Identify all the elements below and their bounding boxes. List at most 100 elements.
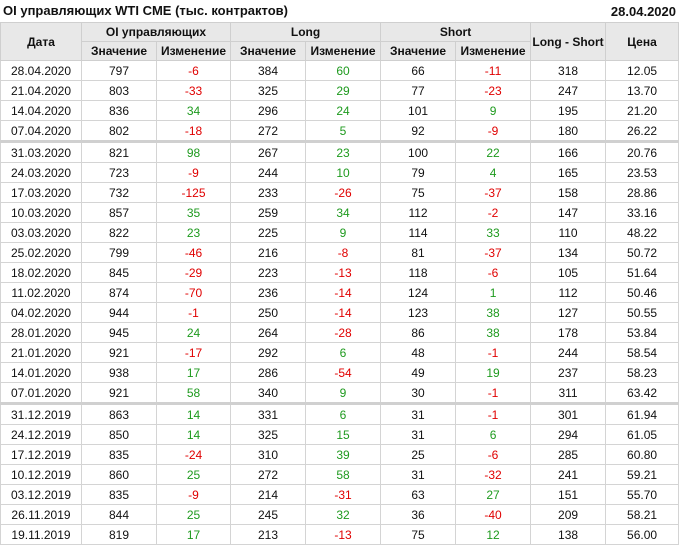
table-cell: 237	[530, 362, 607, 383]
table-cell: 51.64	[605, 262, 680, 283]
table-cell: 10.12.2019	[0, 464, 82, 485]
table-cell: 292	[230, 342, 307, 363]
table-cell: 07.01.2020	[0, 382, 82, 404]
table-cell: 50.46	[605, 282, 680, 303]
table-cell: 114	[380, 222, 457, 243]
table-cell: 17	[155, 524, 232, 545]
table-row: 24.12.2019 850 14 325 15 31 6 294 61.05	[0, 424, 680, 445]
table-cell: 799	[81, 242, 157, 263]
table-cell: 81	[380, 242, 457, 263]
table-cell: -70	[155, 282, 232, 303]
table-cell: 38	[455, 302, 532, 323]
table-cell: 13.70	[605, 80, 680, 101]
table-cell: 75	[380, 524, 457, 545]
col-oi-change: Изменение	[155, 41, 232, 61]
table-cell: 25	[380, 444, 457, 465]
table-cell: 58	[155, 382, 232, 404]
table-row: 14.04.2020 836 34 296 24 101 9 195 21.20	[0, 100, 680, 121]
table-cell: 241	[530, 464, 607, 485]
table-cell: 214	[230, 484, 307, 505]
table-cell: 24	[155, 322, 232, 343]
table-cell: 723	[81, 162, 157, 183]
table-cell: 845	[81, 262, 157, 283]
table-cell: 233	[230, 182, 307, 203]
table-cell: -6	[455, 444, 532, 465]
table-cell: 180	[530, 120, 607, 142]
table-cell: 77	[380, 80, 457, 101]
table-cell: 21.01.2020	[0, 342, 82, 363]
table-cell: 250	[230, 302, 307, 323]
table-row: 03.12.2019 835 -9 214 -31 63 27 151 55.70	[0, 484, 680, 505]
table-row: 26.11.2019 844 25 245 32 36 -40 209 58.21	[0, 504, 680, 525]
table-cell: 301	[530, 402, 607, 425]
table-cell: 267	[230, 140, 307, 163]
table-cell: -6	[155, 60, 232, 81]
table-cell: 66	[380, 60, 457, 81]
table-cell: 857	[81, 202, 157, 223]
table-cell: 4	[455, 162, 532, 183]
table-cell: 12.05	[605, 60, 680, 81]
table-cell: 30	[380, 382, 457, 404]
table-cell: 32	[305, 504, 382, 525]
table-cell: 105	[530, 262, 607, 283]
table-cell: 340	[230, 382, 307, 404]
table-cell: 384	[230, 60, 307, 81]
table-cell: 20.76	[605, 140, 680, 163]
table-cell: -125	[155, 182, 232, 203]
table-cell: 27	[455, 484, 532, 505]
table-cell: 310	[230, 444, 307, 465]
table-cell: -9	[155, 162, 232, 183]
col-date: Дата	[0, 22, 82, 61]
table-cell: -14	[305, 302, 382, 323]
table-cell: 118	[380, 262, 457, 283]
table-cell: -9	[455, 120, 532, 142]
table-cell: 938	[81, 362, 157, 383]
table-cell: 07.04.2020	[0, 120, 82, 142]
table-cell: 58.54	[605, 342, 680, 363]
table-cell: -1	[155, 302, 232, 323]
table-row: 17.12.2019 835 -24 310 39 25 -6 285 60.80	[0, 444, 680, 465]
table-cell: 944	[81, 302, 157, 323]
col-long-value: Значение	[230, 41, 307, 61]
table-cell: -6	[455, 262, 532, 283]
table-cell: -8	[305, 242, 382, 263]
table-cell: 1	[455, 282, 532, 303]
table-cell: 213	[230, 524, 307, 545]
table-cell: 35	[155, 202, 232, 223]
table-cell: 24	[305, 100, 382, 121]
table-row: 18.02.2020 845 -29 223 -13 118 -6 105 51.64	[0, 262, 680, 283]
col-price: Цена	[605, 22, 680, 61]
table-cell: 18.02.2020	[0, 262, 82, 283]
table-cell: 209	[530, 504, 607, 525]
table-cell: 79	[380, 162, 457, 183]
header-bar: OI управляющих WTI CME (тыс. контрактов)…	[0, 0, 680, 22]
report-date: 28.04.2020	[610, 4, 676, 19]
table-cell: 264	[230, 322, 307, 343]
table-cell: 101	[380, 100, 457, 121]
table-cell: 216	[230, 242, 307, 263]
table-body: 28.04.2020 797 -6 384 60 66 -11 318 12.05 21.04.2…	[0, 60, 680, 545]
table-cell: 311	[530, 382, 607, 404]
table-cell: 23.53	[605, 162, 680, 183]
table-cell: 294	[530, 424, 607, 445]
table-cell: 285	[530, 444, 607, 465]
table-cell: 259	[230, 202, 307, 223]
table-cell: 58	[305, 464, 382, 485]
col-short-value: Значение	[380, 41, 457, 61]
table-cell: 821	[81, 140, 157, 163]
table-cell: 15	[305, 424, 382, 445]
table-cell: 17.12.2019	[0, 444, 82, 465]
table-row: 31.12.2019 863 14 331 6 31 -1 301 61.94	[0, 402, 680, 425]
col-long-change: Изменение	[305, 41, 382, 61]
oi-table: Дата OI управляющих Long Short Long - Sh…	[0, 22, 680, 545]
table-row: 07.04.2020 802 -18 272 5 92 -9 180 26.22	[0, 120, 680, 142]
table-cell: 39	[305, 444, 382, 465]
table-cell: 48.22	[605, 222, 680, 243]
table-cell: -11	[455, 60, 532, 81]
table-cell: 36	[380, 504, 457, 525]
table-cell: 34	[305, 202, 382, 223]
table-cell: -32	[455, 464, 532, 485]
table-cell: 6	[455, 424, 532, 445]
table-cell: 60	[305, 60, 382, 81]
table-cell: 6	[305, 342, 382, 363]
